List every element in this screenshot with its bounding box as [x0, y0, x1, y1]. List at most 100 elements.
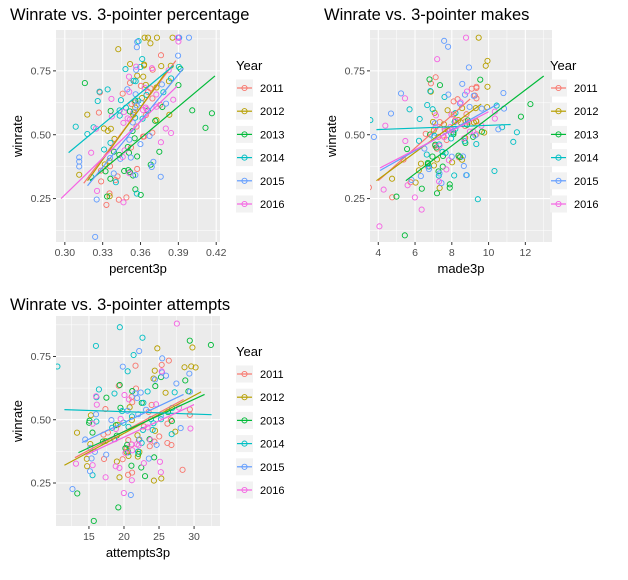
data-point	[104, 127, 111, 134]
x-tick-label: 0.39	[168, 247, 189, 259]
data-point	[153, 103, 160, 110]
data-point	[415, 137, 423, 144]
data-point	[448, 111, 455, 118]
data-point	[93, 411, 100, 418]
fit-line-2014	[64, 409, 212, 416]
data-point	[124, 407, 131, 414]
data-point	[455, 152, 462, 159]
data-point	[423, 151, 430, 158]
data-point	[179, 466, 186, 473]
fit-line-2013	[78, 393, 205, 454]
data-point	[108, 95, 115, 102]
data-point	[72, 123, 79, 130]
plot-background	[370, 30, 552, 242]
data-point	[130, 351, 137, 359]
data-point	[370, 184, 372, 191]
data-point	[478, 128, 485, 135]
data-point	[107, 154, 114, 162]
data-point	[135, 448, 142, 455]
chart-svg: Winrate vs. 3-pointer makes 4 6 8 10 12 0.25 0.…	[324, 6, 598, 276]
data-point	[157, 139, 164, 146]
data-point	[478, 105, 485, 112]
points-layer	[370, 34, 534, 239]
data-point	[165, 357, 172, 364]
chart-panel-attempts: Winrate vs. 3-pointer attempts 15 20 25 30 0.…	[0, 290, 314, 575]
data-point	[107, 125, 114, 132]
fit-line-2014	[68, 65, 174, 154]
data-point	[98, 178, 105, 185]
data-point	[84, 111, 91, 118]
data-point	[141, 473, 149, 480]
data-point	[132, 390, 139, 397]
legend-label: 2015	[260, 176, 284, 188]
data-point	[466, 128, 473, 135]
fit-line-2016	[85, 404, 195, 456]
data-point	[192, 364, 199, 371]
data-point	[141, 34, 148, 41]
data-point	[69, 485, 76, 493]
data-point	[103, 201, 110, 208]
data-point	[527, 101, 534, 108]
data-point	[466, 103, 473, 110]
data-point	[408, 176, 415, 184]
data-point	[174, 34, 181, 41]
data-point	[376, 223, 383, 230]
data-point	[484, 57, 491, 64]
data-point	[461, 91, 469, 98]
data-point	[133, 63, 140, 70]
data-point	[170, 96, 177, 103]
data-point	[417, 160, 425, 167]
chart-panel-percentage: Winrate vs. 3-pointer percentage 0.30 0.33…	[0, 0, 314, 290]
data-point	[122, 449, 129, 457]
data-point	[436, 142, 443, 149]
legend-label: 2014	[574, 153, 598, 165]
data-point	[389, 194, 396, 201]
legend-key-point	[555, 154, 562, 161]
data-point	[134, 153, 141, 160]
y-tick-label: 0.50	[31, 414, 52, 426]
data-point	[127, 60, 134, 68]
data-point	[416, 115, 423, 123]
chart-panel-makes: Winrate vs. 3-pointer makes 4 6 8 10 12 0.25 0.…	[314, 0, 628, 290]
data-point	[432, 141, 439, 148]
data-point	[144, 388, 151, 395]
data-point	[460, 162, 467, 170]
data-point	[116, 464, 123, 471]
legend-label: 2014	[260, 153, 284, 165]
legend-key-point	[555, 200, 562, 208]
data-point	[158, 63, 165, 70]
legend-label: 2013	[260, 415, 284, 427]
data-point	[121, 391, 128, 399]
data-point	[72, 460, 80, 467]
data-point	[380, 186, 387, 193]
data-point	[139, 133, 147, 140]
data-point	[151, 376, 159, 383]
legend-label: 2016	[574, 199, 598, 211]
data-point	[427, 88, 434, 95]
data-point	[120, 109, 127, 116]
data-point	[125, 167, 132, 174]
data-point	[121, 167, 128, 175]
data-point	[510, 138, 517, 145]
data-point	[133, 190, 140, 197]
data-point	[186, 388, 193, 395]
data-point	[393, 193, 400, 200]
legend-key-point	[241, 84, 248, 92]
data-point	[145, 455, 152, 462]
data-point	[171, 389, 178, 396]
data-point	[90, 517, 97, 524]
data-point	[439, 148, 446, 155]
data-point	[418, 206, 425, 213]
data-point	[162, 372, 170, 379]
fit-line-2013	[89, 75, 216, 182]
data-point	[156, 148, 163, 155]
data-point	[187, 425, 194, 432]
y-tick-label: 0.25	[31, 478, 52, 490]
data-point	[473, 141, 480, 148]
legend-key-point	[241, 200, 248, 208]
x-tick-label: 0.33	[92, 247, 113, 259]
data-point	[122, 66, 129, 73]
data-point	[424, 102, 431, 109]
data-point	[120, 489, 127, 497]
points-layer	[72, 34, 215, 240]
